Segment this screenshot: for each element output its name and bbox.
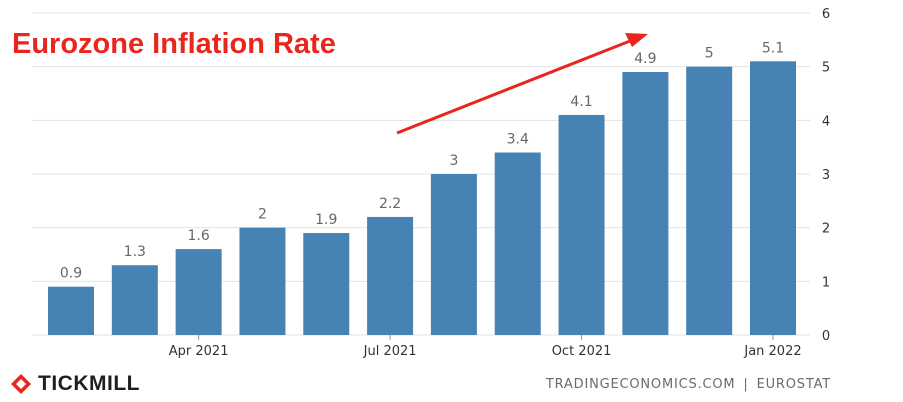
value-labels: 0.9 1.3 1.6 2 1.9 2.2 3 3.4 4.1 4.9 5 5.1 <box>60 40 784 281</box>
y-tick-label: 0 <box>822 329 830 344</box>
trend-arrow-line <box>396 39 631 135</box>
brand-logo: TICKMILL <box>10 372 140 396</box>
x-tick-label: Oct 2021 <box>552 344 612 359</box>
source-credit: TRADINGECONOMICS.COM | EUROSTAT <box>546 377 831 392</box>
value-label: 3 <box>449 153 458 169</box>
value-label: 1.9 <box>315 212 337 228</box>
value-label: 3.4 <box>507 132 529 148</box>
bar-oct-2021 <box>558 114 605 335</box>
value-label: 5.1 <box>762 40 784 56</box>
value-label: 4.9 <box>634 51 656 67</box>
bar-may-2021 <box>239 227 286 335</box>
x-axis-ticks: Apr 2021 Jul 2021 Oct 2021 Jan 2022 <box>169 335 802 359</box>
trend-arrow-head <box>625 33 648 47</box>
y-tick-label: 6 <box>822 7 830 22</box>
tickmill-logo-icon <box>11 374 31 394</box>
y-tick-label: 5 <box>822 61 830 76</box>
x-tick-label: Jan 2022 <box>743 344 801 359</box>
value-label: 2.2 <box>379 196 401 212</box>
y-tick-label: 4 <box>822 114 830 129</box>
source-separator: | <box>743 377 749 392</box>
bar-apr-2021 <box>175 249 222 335</box>
bar-jan-2022 <box>750 61 796 336</box>
y-axis-ticks: 0 1 2 3 4 5 6 <box>822 7 830 344</box>
source-tradingeconomics: TRADINGECONOMICS.COM <box>545 377 736 392</box>
y-tick-label: 3 <box>822 168 830 183</box>
x-tick-label: Apr 2021 <box>169 344 229 359</box>
bar-feb-2021 <box>48 286 94 335</box>
source-eurostat: EUROSTAT <box>756 377 831 392</box>
bar-jun-2021 <box>303 233 350 335</box>
y-tick-label: 2 <box>822 222 830 237</box>
bar-dec-2021 <box>686 66 733 336</box>
value-label: 1.3 <box>124 244 146 260</box>
bars <box>48 61 796 336</box>
bar-jul-2021 <box>367 216 414 335</box>
brand-name: TICKMILL <box>38 372 140 395</box>
value-label: 4.1 <box>570 94 592 110</box>
gridlines <box>32 12 810 336</box>
x-tick-label: Jul 2021 <box>363 344 417 359</box>
value-label: 0.9 <box>60 266 82 282</box>
chart-title: Eurozone Inflation Rate <box>12 28 336 60</box>
bar-mar-2021 <box>111 265 158 335</box>
y-tick-label: 1 <box>822 275 830 290</box>
bar-sep-2021 <box>494 152 541 335</box>
value-label: 5 <box>705 46 714 62</box>
trend-arrow <box>396 33 648 135</box>
value-label: 2 <box>258 207 267 223</box>
bar-nov-2021 <box>622 72 669 336</box>
value-label: 1.6 <box>188 228 210 244</box>
bar-aug-2021 <box>430 174 477 335</box>
